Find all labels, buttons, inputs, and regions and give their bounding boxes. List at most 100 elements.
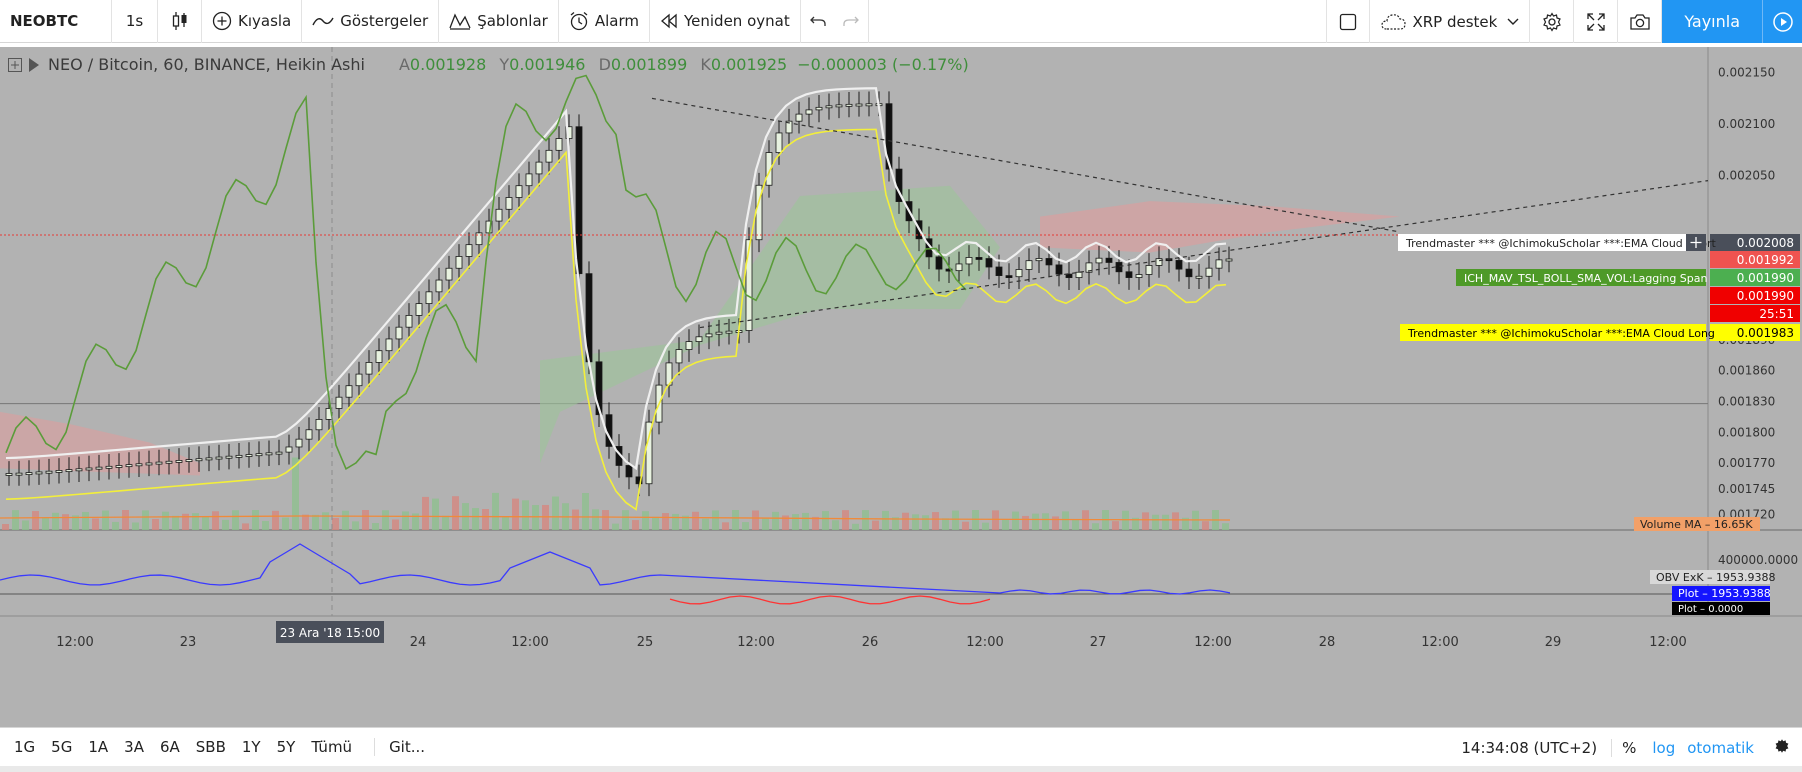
- volume-ma-label-bg: [1634, 517, 1760, 531]
- candle-body: [455, 256, 463, 269]
- time-tick-11: 12:00: [1421, 635, 1458, 650]
- volume-bar: [442, 515, 449, 530]
- range-button-6[interactable]: 1Y: [241, 738, 261, 756]
- price-label-bg-2: [1710, 269, 1800, 286]
- interval-button[interactable]: 1s: [112, 0, 158, 43]
- candle-body: [195, 458, 203, 462]
- candle-body: [1135, 274, 1143, 278]
- candle-body: [625, 465, 633, 478]
- undo-button[interactable]: [801, 0, 835, 43]
- bottom-right-controls: 14:34:08 (UTC+2) % log otomatik: [1447, 728, 1802, 767]
- indicators-button[interactable]: Göstergeler: [302, 0, 440, 43]
- candle-body: [35, 471, 43, 475]
- redo-icon: [843, 16, 860, 26]
- candle-body: [405, 314, 413, 328]
- camera-icon: [1630, 13, 1650, 30]
- price-chart[interactable]: 0.0021500.0021000.0020500.0018900.001860…: [0, 47, 1802, 727]
- volume-bar: [362, 510, 369, 530]
- volume-bar: [842, 510, 849, 530]
- candle-body: [365, 362, 373, 375]
- compare-button[interactable]: Kıyasla: [202, 0, 303, 43]
- settings-button[interactable]: [1530, 0, 1575, 43]
- fullscreen-toggle-button[interactable]: [1326, 0, 1371, 43]
- redo-button[interactable]: [835, 0, 869, 43]
- candle-body: [715, 331, 723, 335]
- volume-bar: [342, 510, 349, 530]
- replay-button[interactable]: Yeniden oynat: [650, 0, 801, 43]
- candle-body: [845, 103, 853, 107]
- volume-bar: [892, 517, 899, 530]
- expand-button[interactable]: [1574, 0, 1619, 43]
- candle-body: [305, 429, 313, 440]
- symbol-search-button[interactable]: NEOBTC: [0, 0, 112, 43]
- price-label-3: 0.001990: [1737, 289, 1794, 303]
- volume-bar: [552, 496, 559, 530]
- range-button-7[interactable]: 5Y: [276, 738, 296, 756]
- candle-body: [285, 446, 293, 453]
- alarm-clock-icon: [570, 12, 588, 31]
- range-button-4[interactable]: 6A: [159, 738, 180, 756]
- time-tick-3: 12:00: [511, 635, 548, 650]
- time-tick-1: 23: [180, 635, 197, 650]
- gear-icon: [1775, 738, 1789, 753]
- volume-bar: [92, 518, 99, 530]
- study-label-short: Trendmaster *** @IchimokuScholar ***:EMA…: [1405, 237, 1716, 250]
- price-label-2: 0.001990: [1737, 271, 1794, 285]
- volume-bar: [1222, 523, 1229, 530]
- volume-bar: [192, 513, 199, 530]
- range-button-0[interactable]: 1G: [14, 738, 36, 756]
- bottom-toolbar: 1G 5G 1A 3A 6A SBB 1Y 5Y Tümü Git... 14:34:08 (U…: [0, 727, 1802, 766]
- layout-menu-button[interactable]: XRP destek: [1370, 0, 1531, 43]
- candle-body: [795, 113, 803, 122]
- range-button-2[interactable]: 1A: [88, 738, 109, 756]
- auto-scale-toggle[interactable]: otomatik: [1687, 738, 1754, 757]
- chart-type-button[interactable]: [158, 0, 202, 43]
- volume-bar: [902, 512, 909, 530]
- time-tick-2: 24: [410, 635, 427, 650]
- play-button[interactable]: [1762, 0, 1802, 43]
- volume-bar: [292, 457, 299, 530]
- price-tick-4: 0.001860: [1718, 364, 1775, 378]
- kumo-bearish-left: [0, 411, 200, 476]
- candle-body: [65, 469, 73, 473]
- range-button-8[interactable]: Tümü: [311, 738, 353, 756]
- snapshot-button[interactable]: [1618, 0, 1663, 43]
- volume-bar: [992, 510, 999, 530]
- volume-bar: [232, 510, 239, 530]
- candle-body: [1055, 264, 1063, 275]
- volume-bar: [742, 522, 749, 530]
- timezone-clock[interactable]: 14:34:08 (UTC+2): [1447, 738, 1613, 757]
- candle-body: [775, 132, 783, 153]
- flag-icon[interactable]: [28, 57, 40, 72]
- alarm-button[interactable]: Alarm: [559, 0, 650, 43]
- range-button-1[interactable]: 5G: [51, 738, 73, 756]
- volume-bar: [272, 510, 279, 530]
- expand-legend-icon[interactable]: [8, 57, 22, 72]
- volume-bar: [402, 511, 409, 530]
- log-scale-toggle[interactable]: log: [1652, 738, 1676, 757]
- volume-bar: [202, 516, 209, 530]
- publish-button[interactable]: Yayınla: [1662, 0, 1762, 43]
- kumo-bullish: [540, 185, 1000, 464]
- plot2-label: Plot – 0.0000: [1678, 604, 1743, 615]
- chart-legend: NEO / Bitcoin, 60, BINANCE, Heikin Ashi …: [8, 55, 969, 74]
- goto-button[interactable]: Git...: [374, 738, 425, 756]
- gear-icon: [1542, 11, 1561, 32]
- rewind-icon: [660, 13, 677, 29]
- percent-scale-toggle[interactable]: %: [1622, 738, 1637, 757]
- candle-body: [945, 268, 953, 272]
- volume-bar: [872, 520, 879, 530]
- range-button-5[interactable]: SBB: [195, 738, 226, 756]
- date-range-list: 1G 5G 1A 3A 6A SBB 1Y 5Y Tümü: [0, 738, 360, 756]
- volume-bar: [1122, 510, 1129, 530]
- volume-bar: [702, 518, 709, 530]
- chart-pane[interactable]: 0.0021500.0021000.0020500.0018900.001860…: [0, 47, 1802, 727]
- plus-icon: [1690, 237, 1702, 248]
- volume-bar: [542, 504, 549, 530]
- candle-body: [395, 326, 403, 340]
- volume-bar: [572, 509, 579, 530]
- volume-bar: [602, 510, 609, 530]
- scale-settings-button[interactable]: [1760, 738, 1802, 758]
- range-button-3[interactable]: 3A: [124, 738, 144, 756]
- templates-button[interactable]: Şablonlar: [439, 0, 559, 43]
